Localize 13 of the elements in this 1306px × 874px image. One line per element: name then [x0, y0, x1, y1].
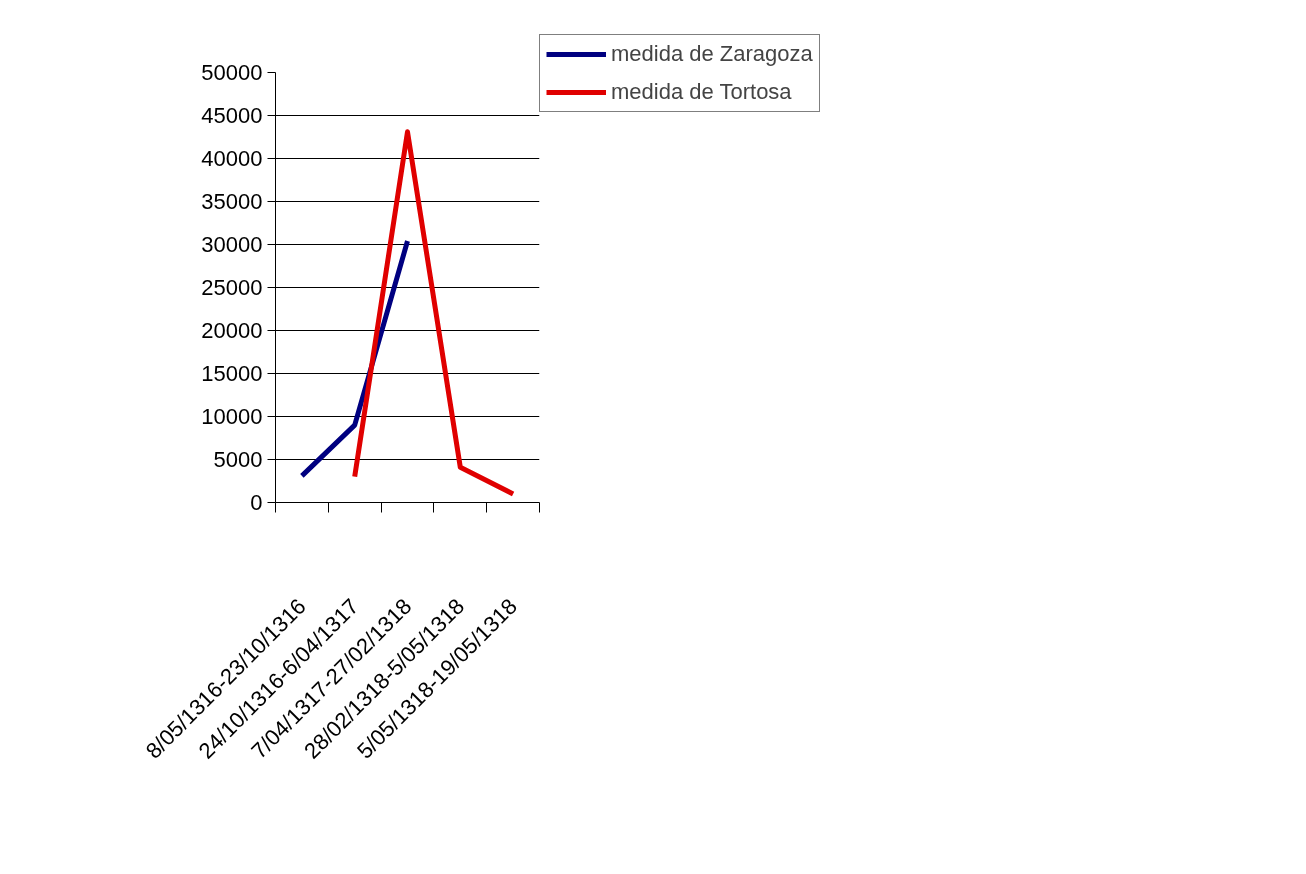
y-tick-label: 30000 [201, 232, 263, 257]
y-tick-label: 25000 [201, 275, 263, 300]
y-tick-label: 50000 [201, 60, 263, 85]
y-tick-label: 20000 [201, 318, 263, 343]
y-tick-label: 45000 [201, 103, 263, 128]
y-tick-label: 15000 [201, 361, 263, 386]
y-tick-label: 5000 [213, 447, 263, 472]
legend-label: medida de Zaragoza [611, 41, 813, 67]
y-tick-label: 0 [250, 490, 263, 515]
legend-label: medida de Tortosa [611, 79, 792, 105]
y-tick-label: 40000 [201, 146, 263, 171]
y-tick-label: 35000 [201, 189, 263, 214]
y-tick-label: 10000 [201, 404, 263, 429]
